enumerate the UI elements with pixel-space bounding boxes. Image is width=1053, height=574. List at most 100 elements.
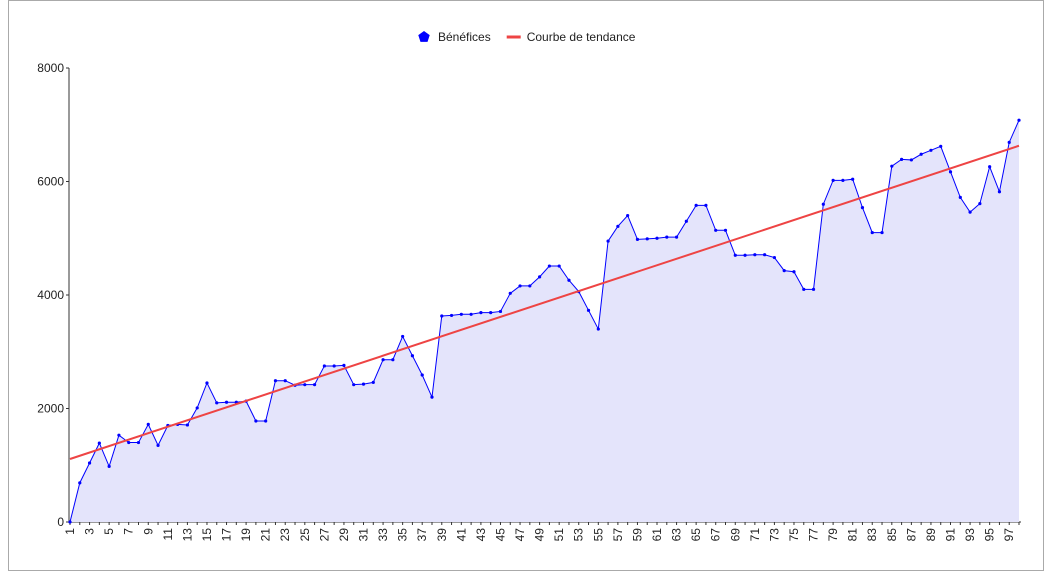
point <box>763 253 767 257</box>
point <box>674 235 679 239</box>
point <box>440 314 444 318</box>
point <box>988 165 992 169</box>
point <box>430 395 434 399</box>
point <box>449 313 454 318</box>
point <box>224 400 229 404</box>
x-tick-label: 49 <box>533 528 547 542</box>
x-tick-label: 81 <box>846 528 860 542</box>
point <box>831 178 835 182</box>
point <box>185 423 190 427</box>
point <box>723 228 728 232</box>
point <box>929 148 933 152</box>
x-tick-label: 1 <box>63 528 77 535</box>
point <box>939 144 943 148</box>
point <box>322 364 326 368</box>
x-tick-label: 51 <box>552 528 566 542</box>
area <box>70 120 1019 523</box>
point <box>410 354 415 358</box>
x-tick-label: 75 <box>787 528 801 542</box>
point <box>841 178 845 182</box>
x-tick-label: 97 <box>1002 528 1016 542</box>
x-tick-label: 85 <box>885 528 899 542</box>
point <box>215 401 219 405</box>
x-tick-label: 61 <box>650 528 664 542</box>
x-tick-label: 53 <box>572 528 586 542</box>
y-tick-label: 2000 <box>37 402 64 416</box>
point <box>978 202 982 206</box>
point <box>264 419 268 423</box>
point <box>958 195 962 199</box>
point <box>342 363 346 367</box>
point <box>655 236 659 240</box>
point <box>489 310 493 315</box>
point <box>107 464 111 468</box>
point <box>821 202 825 206</box>
point <box>381 358 385 362</box>
point <box>743 253 747 257</box>
x-tick-label: 29 <box>337 528 351 542</box>
x-tick-label: 87 <box>904 528 918 542</box>
x-tick-label: 79 <box>826 528 840 542</box>
point <box>968 210 972 214</box>
point <box>909 158 913 162</box>
point <box>401 334 405 339</box>
x-tick-label: 71 <box>748 528 762 542</box>
y-tick-label: 0 <box>57 515 64 529</box>
point <box>694 203 698 207</box>
x-tick-label: 45 <box>493 528 507 542</box>
point <box>538 275 542 279</box>
point <box>704 203 708 207</box>
x-tick-label: 43 <box>474 528 488 542</box>
point <box>645 237 649 241</box>
point <box>508 291 512 295</box>
point <box>860 206 865 210</box>
x-tick-label: 23 <box>278 528 292 542</box>
legend-label: Courbe de tendance <box>527 30 636 44</box>
x-tick-label: 41 <box>454 528 468 542</box>
point <box>665 235 669 239</box>
point <box>1007 140 1011 144</box>
point <box>753 253 757 257</box>
point <box>626 213 630 218</box>
x-tick-label: 31 <box>357 528 371 542</box>
point <box>880 230 884 235</box>
point <box>792 270 796 274</box>
point <box>518 284 522 288</box>
point <box>733 253 737 257</box>
point <box>254 419 258 423</box>
trend-line <box>69 144 1020 460</box>
point <box>68 520 72 524</box>
point <box>117 433 121 437</box>
series-line <box>69 120 1020 523</box>
x-tick-label: 91 <box>944 528 958 542</box>
x-tick-label: 73 <box>767 528 781 542</box>
x-tick-label: 25 <box>298 528 312 542</box>
point <box>684 219 688 223</box>
point <box>283 379 287 383</box>
point <box>811 287 816 291</box>
point <box>919 152 923 156</box>
point <box>87 461 92 465</box>
point <box>469 312 473 316</box>
point <box>479 310 483 315</box>
point <box>586 308 591 312</box>
x-tick-label: 33 <box>376 528 390 542</box>
point <box>802 287 806 291</box>
point <box>890 164 894 168</box>
point <box>714 228 718 232</box>
point <box>948 170 953 174</box>
point <box>567 278 571 282</box>
x-tick-label: 13 <box>180 528 194 542</box>
x-tick-label: 95 <box>983 528 997 542</box>
x-tick-label: 17 <box>220 528 234 542</box>
point <box>616 224 620 228</box>
x-tick-label: 15 <box>200 528 214 542</box>
point <box>606 239 610 243</box>
x-tick-label: 19 <box>239 528 253 542</box>
x-tick-label: 93 <box>963 528 977 542</box>
x-tick-label: 59 <box>630 528 644 542</box>
point <box>156 443 160 447</box>
point <box>303 383 307 387</box>
x-tick-label: 63 <box>670 528 684 542</box>
legend-label: Bénéfices <box>438 30 491 44</box>
